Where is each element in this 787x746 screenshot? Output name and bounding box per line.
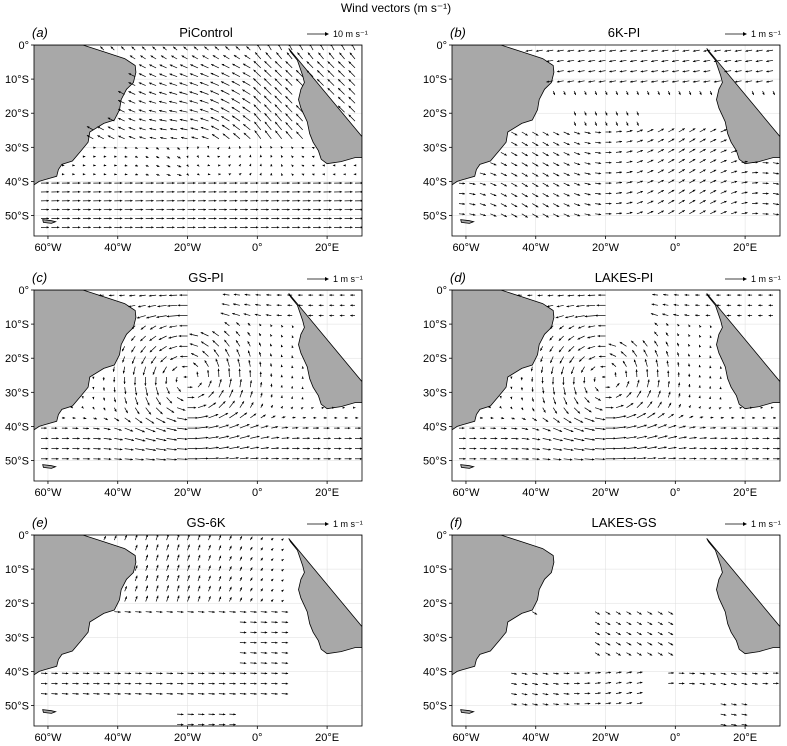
reference-arrow-label: 1 m s⁻¹ (751, 519, 781, 529)
x-tick-label: 20°W (174, 242, 202, 254)
panel-title: LAKES-PI (595, 270, 654, 285)
y-tick-label: 20°S (5, 108, 29, 120)
x-tick-label: 0° (252, 732, 263, 741)
x-tick-label: 0° (670, 732, 681, 741)
y-tick-label: 20°S (423, 353, 447, 365)
panel-lakes-pi: 60°W 40°W 20°W 0° 20°E 0° 10°S 20°S 30°S 40°S 50°S… (423, 270, 787, 499)
y-tick-label: 20°S (5, 353, 29, 365)
y-tick-label: 10°S (423, 564, 447, 576)
x-tick-label: 20°E (315, 732, 339, 741)
y-tick-label: 50°S (423, 456, 447, 468)
reference-arrow-head (743, 277, 747, 281)
y-tick-label: 40°S (423, 176, 447, 188)
x-tick-label: 40°W (104, 732, 132, 741)
y-tick-label: 50°S (423, 701, 447, 713)
y-tick-label: 0° (18, 285, 29, 297)
x-tick-label: 60°W (452, 242, 480, 254)
y-tick-label: 30°S (5, 142, 29, 154)
reference-arrow-label: 1 m s⁻¹ (333, 519, 363, 529)
y-tick-label: 50°S (5, 701, 29, 713)
panel-title: 6K-PI (608, 25, 641, 40)
panel-label: (f) (450, 515, 462, 530)
reference-arrow-label: 1 m s⁻¹ (751, 274, 781, 284)
panel-gs-6k: 60°W 40°W 20°W 0° 20°E 0° 10°S 20°S 30°S 40°S 50°S… (5, 515, 379, 741)
panel-label: (b) (450, 25, 466, 40)
reference-arrow-label: 10 m s⁻¹ (333, 29, 368, 39)
x-tick-label: 20°E (733, 732, 757, 741)
panel-label: (a) (32, 25, 48, 40)
x-tick-label: 20°E (733, 487, 757, 499)
reference-arrow-head (325, 277, 329, 281)
y-tick-label: 20°S (423, 598, 447, 610)
x-tick-label: 20°W (174, 732, 202, 741)
y-tick-label: 30°S (423, 387, 447, 399)
y-tick-label: 50°S (423, 211, 447, 223)
panel-gs-pi: 60°W 40°W 20°W 0° 20°E 0° 10°S 20°S 30°S 40°S 50°S… (5, 270, 379, 499)
y-tick-label: 20°S (5, 598, 29, 610)
reference-arrow-label: 1 m s⁻¹ (333, 274, 363, 284)
x-tick-label: 60°W (452, 487, 480, 499)
y-tick-label: 40°S (423, 666, 447, 678)
x-tick-label: 0° (670, 487, 681, 499)
x-tick-label: 0° (252, 487, 263, 499)
y-tick-label: 40°S (5, 666, 29, 678)
panel-title: LAKES-GS (591, 515, 656, 530)
y-tick-label: 50°S (5, 211, 29, 223)
y-tick-label: 0° (436, 40, 447, 52)
y-tick-label: 50°S (5, 456, 29, 468)
y-tick-label: 10°S (5, 564, 29, 576)
reference-arrow-head (743, 522, 747, 526)
x-tick-label: 60°W (34, 487, 62, 499)
y-tick-label: 20°S (423, 108, 447, 120)
y-tick-label: 10°S (5, 319, 29, 331)
x-tick-label: 40°W (104, 487, 132, 499)
panel-lakes-gs: 60°W 40°W 20°W 0° 20°E 0° 10°S 20°S 30°S 40°S 50°S… (423, 515, 787, 741)
x-tick-label: 60°W (452, 732, 480, 741)
reference-arrow-head (325, 32, 329, 36)
y-tick-label: 0° (436, 285, 447, 297)
y-tick-label: 10°S (423, 319, 447, 331)
y-tick-label: 30°S (5, 632, 29, 644)
y-tick-label: 0° (436, 530, 447, 542)
x-tick-label: 20°W (592, 242, 620, 254)
y-tick-label: 30°S (423, 142, 447, 154)
x-tick-label: 40°W (522, 242, 550, 254)
panel-label: (e) (32, 515, 48, 530)
x-tick-label: 20°E (733, 242, 757, 254)
x-tick-label: 60°W (34, 242, 62, 254)
x-tick-label: 0° (252, 242, 263, 254)
x-tick-label: 60°W (34, 732, 62, 741)
y-tick-label: 40°S (5, 176, 29, 188)
x-tick-label: 20°W (592, 487, 620, 499)
y-tick-label: 30°S (423, 632, 447, 644)
panel-title: GS-6K (186, 515, 225, 530)
reference-arrow-head (743, 32, 747, 36)
x-tick-label: 40°W (522, 487, 550, 499)
x-tick-label: 0° (670, 242, 681, 254)
y-tick-label: 0° (18, 530, 29, 542)
panel-title: GS-PI (188, 270, 223, 285)
x-tick-label: 20°W (592, 732, 620, 741)
x-tick-label: 40°W (522, 732, 550, 741)
panel-label: (d) (450, 270, 466, 285)
reference-arrow-head (325, 522, 329, 526)
panel-picontrol: 60°W 40°W 20°W 0° 20°E 0° 10°S 20°S 30°S 40°S 50°S… (5, 25, 379, 254)
x-tick-label: 20°E (315, 487, 339, 499)
reference-arrow-label: 1 m s⁻¹ (751, 29, 781, 39)
x-tick-label: 20°W (174, 487, 202, 499)
y-tick-label: 40°S (423, 421, 447, 433)
y-tick-label: 30°S (5, 387, 29, 399)
panel-title: PiControl (179, 25, 233, 40)
y-tick-label: 40°S (5, 421, 29, 433)
y-tick-label: 10°S (5, 74, 29, 86)
figure-title: Wind vectors (m s⁻¹) (341, 1, 451, 15)
x-tick-label: 20°E (315, 242, 339, 254)
panel-6k-pi: 60°W 40°W 20°W 0° 20°E 0° 10°S 20°S 30°S 40°S 50°S… (423, 25, 787, 254)
panel-label: (c) (32, 270, 47, 285)
x-tick-label: 40°W (104, 242, 132, 254)
y-tick-label: 0° (18, 40, 29, 52)
y-tick-label: 10°S (423, 74, 447, 86)
